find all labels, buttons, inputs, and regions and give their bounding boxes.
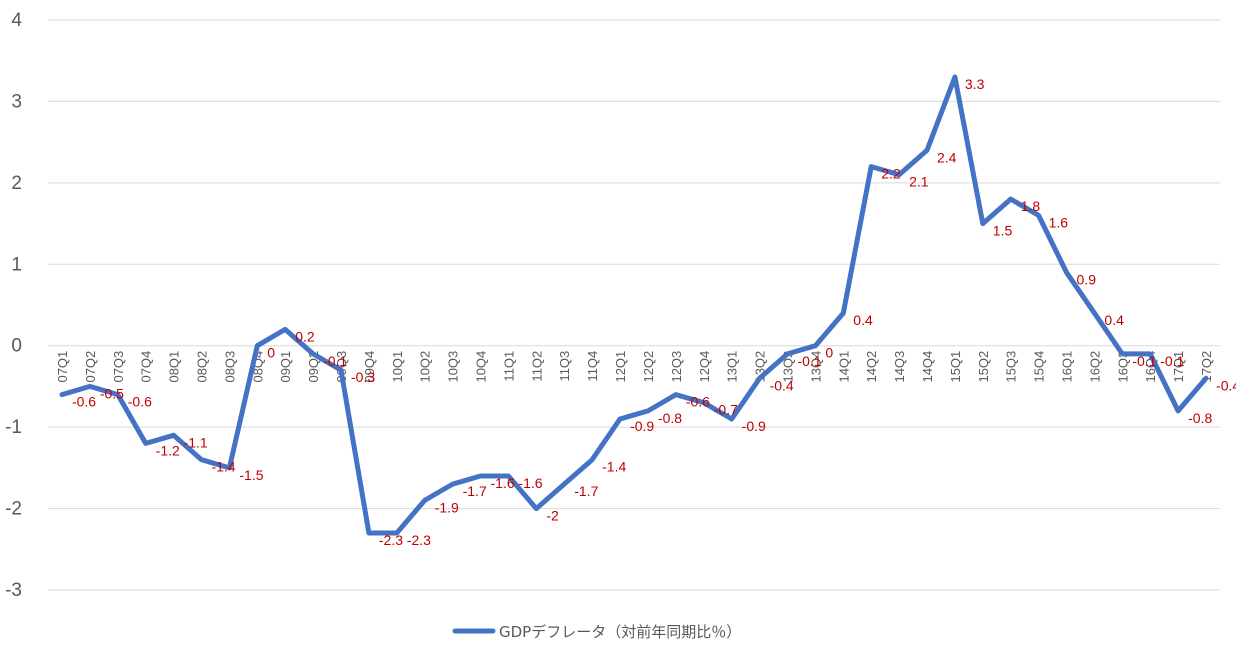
x-tick-label: 10Q4 <box>474 351 489 383</box>
data-label: 1.5 <box>993 223 1013 239</box>
data-label: -0.1 <box>1132 353 1156 369</box>
x-tick-label: 14Q4 <box>920 351 935 383</box>
x-tick-label: 09Q4 <box>362 351 377 383</box>
y-axis: 4 3 2 1 0 -1 -2 -3 <box>5 10 22 601</box>
x-tick-label: 15Q1 <box>948 351 963 383</box>
data-label: -1.1 <box>184 434 208 450</box>
x-tick-label: 07Q3 <box>111 351 126 383</box>
x-tick-label: 15Q3 <box>1004 351 1019 383</box>
data-label: -0.1 <box>323 353 347 369</box>
x-tick-label: 09Q1 <box>278 351 293 383</box>
data-label: -0.4 <box>770 377 794 393</box>
gridlines <box>48 19 1220 591</box>
data-label: 0 <box>267 345 275 361</box>
x-tick-label: 15Q4 <box>1032 351 1047 383</box>
data-label: 2.1 <box>909 174 929 190</box>
x-tick-label: 08Q1 <box>167 351 182 383</box>
data-label: 2.4 <box>937 149 957 165</box>
data-label: 0.4 <box>1104 312 1124 328</box>
data-label: -1.5 <box>239 467 263 483</box>
data-label: -0.6 <box>686 394 710 410</box>
data-label: 0 <box>825 345 833 361</box>
data-label: -0.4 <box>1216 377 1236 393</box>
data-label: -0.9 <box>630 418 654 434</box>
data-label: -1.6 <box>518 475 542 491</box>
data-label: 2.2 <box>881 166 901 182</box>
data-label: -0.9 <box>742 418 766 434</box>
x-axis: 07Q1 07Q2 07Q3 07Q4 08Q1 08Q2 08Q3 08Q4 09Q1 09Q2… <box>55 351 1214 383</box>
data-label: -2.3 <box>379 532 403 548</box>
y-tick-label: -3 <box>5 580 22 601</box>
x-tick-label: 14Q2 <box>864 351 879 383</box>
x-tick-label: 12Q1 <box>613 351 628 383</box>
x-tick-label: 13Q1 <box>725 351 740 383</box>
y-tick-label: 4 <box>11 10 22 31</box>
y-tick-label: 2 <box>11 173 22 194</box>
x-tick-label: 07Q1 <box>55 351 70 383</box>
x-tick-label: 11Q3 <box>557 351 572 382</box>
x-tick-label: 08Q2 <box>194 351 209 383</box>
data-label: -1.4 <box>602 459 626 475</box>
data-label: 0.2 <box>295 328 315 344</box>
x-tick-label: 16Q3 <box>1115 351 1130 383</box>
x-tick-label: 17Q2 <box>1199 351 1214 383</box>
data-label: -1.4 <box>211 459 235 475</box>
y-tick-label: 3 <box>11 91 22 112</box>
x-tick-label: 08Q3 <box>222 351 237 383</box>
data-label: -1.7 <box>463 483 487 499</box>
data-label: 0.9 <box>1077 271 1097 287</box>
x-tick-label: 07Q4 <box>139 351 154 383</box>
x-tick-label: 12Q2 <box>641 351 656 383</box>
legend: GDPデフレータ（対前年同期比％） <box>452 623 741 641</box>
x-tick-label: 14Q3 <box>892 351 907 383</box>
data-label: -0.8 <box>658 410 682 426</box>
x-tick-label: 10Q1 <box>390 351 405 383</box>
y-tick-label: -1 <box>5 417 22 438</box>
x-tick-label: 10Q3 <box>446 351 461 383</box>
data-label: -0.5 <box>100 385 124 401</box>
legend-label: GDPデフレータ（対前年同期比％） <box>499 623 741 641</box>
x-tick-label: 12Q4 <box>697 351 712 383</box>
data-label: 1.8 <box>1021 198 1041 214</box>
data-label: -1.9 <box>435 499 459 515</box>
x-tick-label: 11Q4 <box>585 351 600 382</box>
x-tick-label: 16Q2 <box>1087 351 1102 383</box>
x-tick-label: 13Q4 <box>808 351 823 383</box>
x-tick-label: 15Q2 <box>976 351 991 383</box>
data-label: 0.4 <box>853 312 873 328</box>
data-label: -1.6 <box>491 475 515 491</box>
x-tick-label: 11Q2 <box>529 351 544 382</box>
y-tick-label: -2 <box>5 499 22 520</box>
x-tick-label: 17Q1 <box>1171 351 1186 383</box>
x-tick-label: 11Q1 <box>501 351 516 382</box>
data-label: -1.7 <box>574 483 598 499</box>
data-label: -0.3 <box>351 369 375 385</box>
x-tick-label: 16Q1 <box>1060 351 1075 383</box>
x-tick-label: 07Q2 <box>83 351 98 383</box>
x-tick-label: 14Q1 <box>836 351 851 383</box>
data-label: -2.3 <box>407 532 431 548</box>
data-label: -0.1 <box>797 353 821 369</box>
y-tick-label: 0 <box>11 336 22 357</box>
plot-area <box>59 74 1209 536</box>
data-label: 1.6 <box>1049 214 1069 230</box>
data-labels: -0.6-0.5-0.6-1.2-1.1-1.4-1.500.2-0.1-0.3… <box>72 76 1236 548</box>
x-tick-label: 12Q3 <box>669 351 684 383</box>
data-label: -0.6 <box>72 394 96 410</box>
data-label: 3.3 <box>965 76 985 92</box>
series-line <box>59 74 1209 536</box>
x-tick-label: 09Q3 <box>334 351 349 383</box>
data-label: -0.8 <box>1188 410 1212 426</box>
data-label: -0.6 <box>128 394 152 410</box>
x-tick-label: 10Q2 <box>418 351 433 383</box>
data-label: -0.7 <box>714 402 738 418</box>
data-label: -0.1 <box>1160 353 1184 369</box>
y-tick-label: 1 <box>11 254 22 275</box>
data-label: -1.2 <box>156 442 180 458</box>
data-label: -2 <box>546 508 559 524</box>
